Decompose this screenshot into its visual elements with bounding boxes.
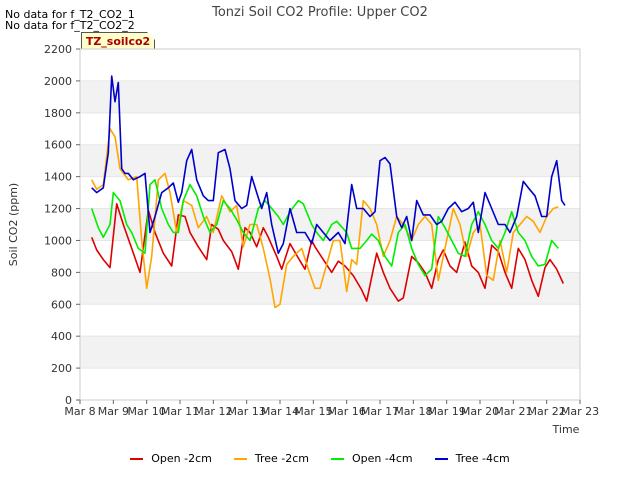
y-axis-label: Soil CO2 (ppm) xyxy=(7,183,20,266)
legend-swatch xyxy=(331,457,344,460)
site-tag: TZ_soilco2 xyxy=(81,32,155,50)
x-axis-label: Time xyxy=(552,423,580,436)
y-tick-label: 1400 xyxy=(44,171,72,184)
legend: Open -2cm Tree -2cm Open -4cm Tree -4cm xyxy=(0,452,640,465)
chart-title: Tonzi Soil CO2 Profile: Upper CO2 xyxy=(211,5,428,20)
series-line-2 xyxy=(90,128,559,309)
grid-band xyxy=(80,368,580,400)
x-tick-label: Mar 17 xyxy=(361,405,399,418)
no-data-note-1: No data for f_T2_CO2_1 xyxy=(5,8,135,21)
legend-label: Open -4cm xyxy=(352,452,413,465)
y-tick-label: 2200 xyxy=(44,43,72,56)
x-tick-label: Mar 8 xyxy=(64,405,95,418)
grid-band xyxy=(80,304,580,337)
legend-label: Open -2cm xyxy=(151,452,212,465)
grid-band xyxy=(80,144,580,177)
grid-band xyxy=(80,272,580,305)
grid-band xyxy=(80,49,580,81)
x-tick-label: Mar 12 xyxy=(194,405,232,418)
grid-band xyxy=(80,80,580,113)
y-tick-label: 1200 xyxy=(44,203,72,216)
y-tick-label: 0 xyxy=(65,394,72,407)
x-tick-label: Mar 14 xyxy=(261,405,299,418)
series-line-3 xyxy=(90,179,559,277)
grid-band xyxy=(80,176,580,209)
x-tick-label: Mar 15 xyxy=(294,405,332,418)
y-tick-label: 1600 xyxy=(44,139,72,152)
plot-frame xyxy=(79,48,581,401)
x-tick-label: Mar 19 xyxy=(428,405,466,418)
legend-item-1: Open -2cm xyxy=(130,452,212,465)
y-tick-label: 400 xyxy=(51,330,72,343)
x-tick-label: Mar 10 xyxy=(128,405,166,418)
x-tick-label: Mar 23 xyxy=(561,405,599,418)
legend-swatch xyxy=(130,457,144,460)
y-tick-label: 600 xyxy=(51,298,72,311)
x-tick-label: Mar 11 xyxy=(161,405,199,418)
x-tick-label: Mar 13 xyxy=(228,405,266,418)
x-tick-label: Mar 9 xyxy=(98,405,129,418)
x-tick-label: Mar 21 xyxy=(494,405,532,418)
grid-band xyxy=(80,336,580,369)
x-tick-label: Mar 20 xyxy=(461,405,499,418)
legend-item-4: Tree -4cm xyxy=(434,452,510,465)
no-data-note-2: No data for f_T2_CO2_2 xyxy=(5,19,135,32)
y-tick-label: 200 xyxy=(51,362,72,375)
legend-item-2: Tree -2cm xyxy=(233,452,309,465)
grid-band xyxy=(80,112,580,145)
series-line-1 xyxy=(90,203,565,302)
y-tick-label: 2000 xyxy=(44,75,72,88)
legend-label: Tree -4cm xyxy=(455,452,510,465)
legend-item-3: Open -4cm xyxy=(331,452,413,465)
y-tick-label: 800 xyxy=(51,266,72,279)
legend-swatch xyxy=(233,457,247,460)
legend-swatch xyxy=(434,457,448,460)
series-line-4 xyxy=(91,75,566,254)
y-tick-label: 1800 xyxy=(44,107,72,120)
x-tick-label: Mar 18 xyxy=(394,405,432,418)
y-tick-label: 1000 xyxy=(44,234,72,247)
x-tick-label: Mar 16 xyxy=(328,405,366,418)
x-tick-label: Mar 22 xyxy=(528,405,566,418)
legend-label: Tree -2cm xyxy=(254,452,309,465)
